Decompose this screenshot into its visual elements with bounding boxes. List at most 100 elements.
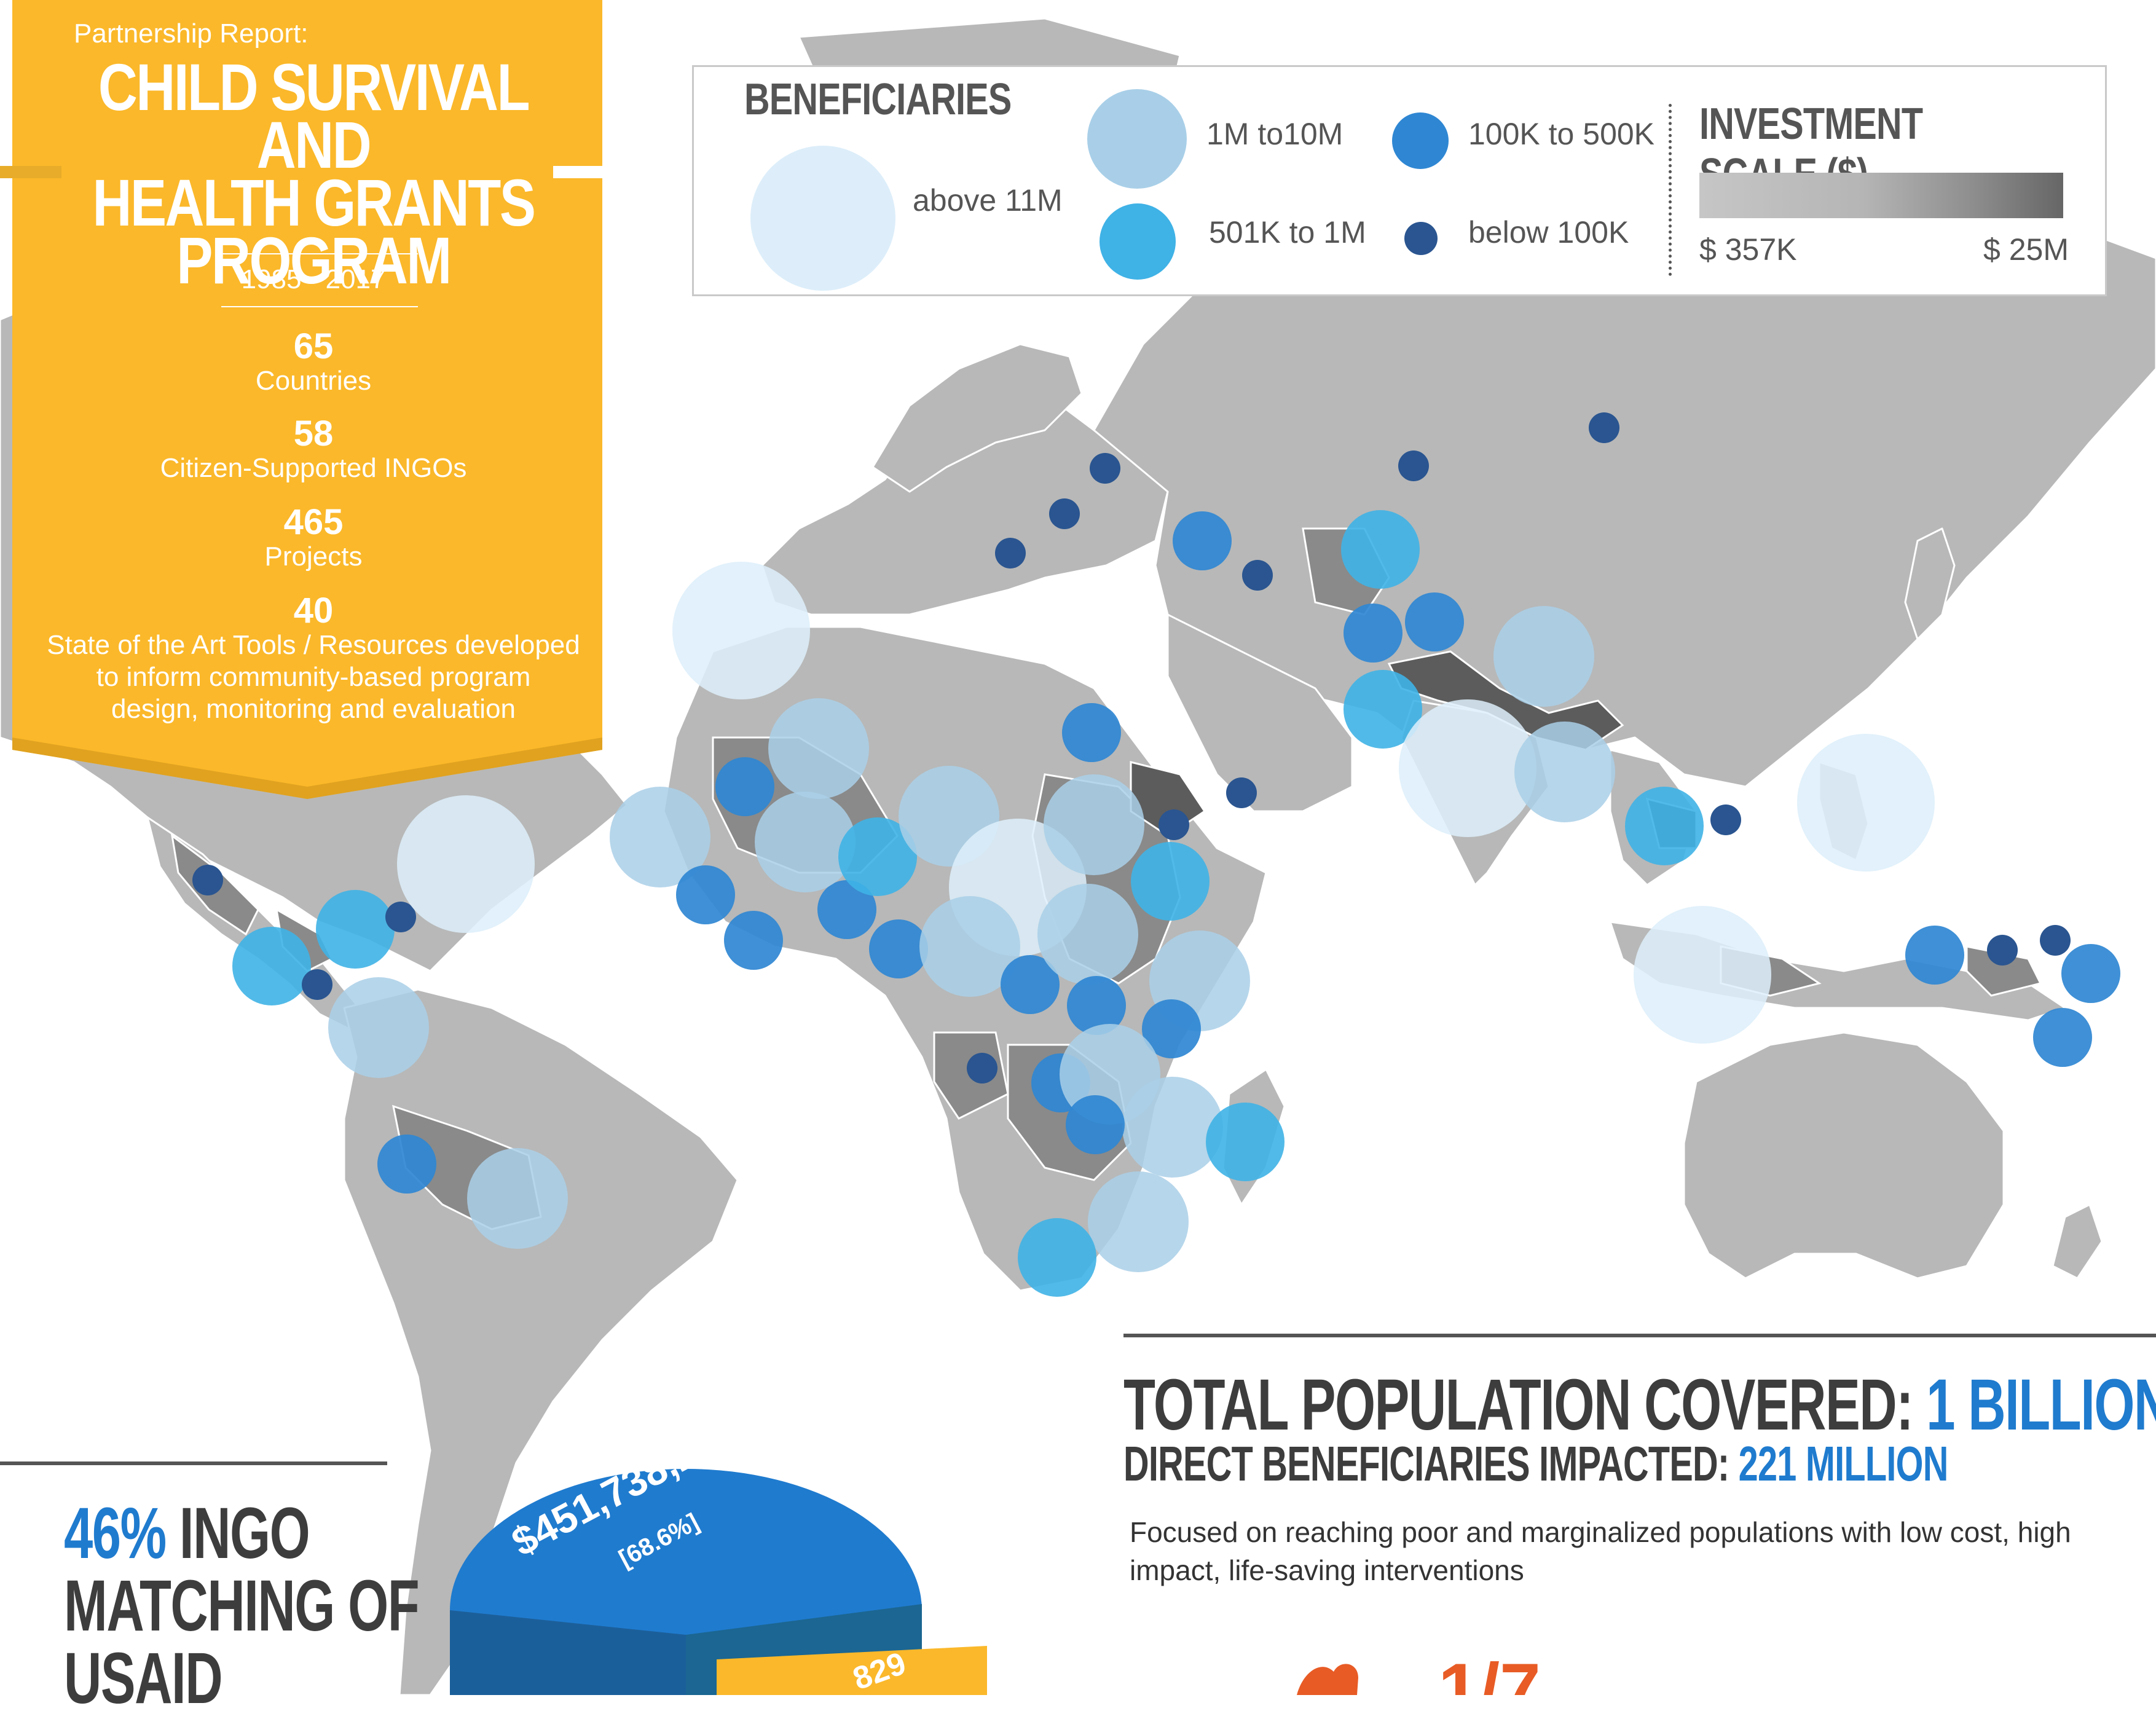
program-years: 1985 - 2017: [241, 264, 386, 294]
banner-shape: [0, 0, 602, 799]
matching-line: USAID: [64, 1638, 223, 1719]
beneficiary-marker-guinea: [676, 865, 735, 924]
beneficiary-marker-timor-leste: [1905, 926, 1964, 985]
beneficiary-markers: [192, 412, 2120, 1297]
stat-label: Citizen-Supported INGOs: [160, 453, 467, 483]
program-title-line: HEALTH GRANTS: [92, 165, 536, 240]
beneficiary-marker-india: [1399, 699, 1536, 837]
region-invest-png: [1965, 945, 2042, 997]
beneficiary-marker-philippines: [1797, 734, 1935, 871]
beneficiary-marker-nicaragua: [302, 969, 332, 1000]
beneficiary-marker-nepal: [1493, 606, 1594, 707]
scale-min-label: $ 357K: [1699, 232, 1797, 267]
land-scandinavia: [871, 343, 1083, 493]
program-banner: Partnership Report: CHILD SURVIVAL AND H…: [0, 0, 615, 805]
direct-beneficiaries-value: 221 MILLION: [1738, 1436, 1949, 1491]
beneficiary-marker-mexico: [192, 865, 223, 895]
direct-beneficiaries-heading: DIRECT BENEFICIARIES IMPACTED: 221 MILLI…: [1123, 1436, 1948, 1492]
beneficiary-marker-papua-new-guinea: [1987, 935, 2018, 966]
divider: [221, 253, 418, 254]
beneficiary-marker-yemen: [1226, 777, 1257, 808]
stat-label: State of the Art Tools / Resources devel…: [47, 630, 580, 660]
stat-countries: 65 Countries: [18, 328, 608, 397]
beneficiary-marker-bosnia: [995, 538, 1026, 568]
legend-circle-501k-1m: [1100, 203, 1176, 280]
stat-label: to inform community-based program: [96, 662, 531, 692]
beneficiary-marker-romania: [1049, 498, 1080, 529]
beneficiary-marker-russia: [1589, 412, 1619, 443]
stat-value: 65: [293, 326, 334, 366]
land-japan: [1904, 527, 1956, 640]
beneficiary-marker-nigeria: [715, 757, 774, 816]
beneficiary-marker-tanzania: [1142, 999, 1201, 1058]
beneficiary-marker-ukraine: [1090, 453, 1120, 484]
beneficiary-marker-uganda: [1037, 884, 1138, 985]
legend-label: 100K to 500K: [1468, 117, 1655, 151]
matching-line-rest: INGO: [179, 1493, 310, 1574]
beneficiary-marker-burkina-faso: [755, 792, 856, 892]
map-legend: BENEFICIARIES above 11M 1M to10M 501K to…: [692, 65, 2107, 296]
legend-label: above 11M: [913, 183, 1063, 218]
beneficiary-marker-afghanistan: [1344, 604, 1403, 663]
direct-beneficiaries-label: DIRECT BENEFICIARIES IMPACTED:: [1123, 1436, 1729, 1491]
stat-projects: 465 Projects: [18, 504, 608, 573]
divider: [0, 1461, 387, 1465]
stat-label: Countries: [255, 366, 372, 396]
legend-circle-100k-500k: [1392, 112, 1449, 169]
matching-line: 46% INGO: [64, 1497, 419, 1570]
beneficiary-marker-cambodia: [1625, 787, 1704, 865]
person-icon: [1297, 1664, 1358, 1695]
beneficiary-marker-pakistan: [1344, 670, 1422, 749]
program-title-line: PROGRAM: [176, 223, 452, 297]
matching-percent: 46%: [64, 1493, 167, 1574]
program-title-line: CHILD SURVIVAL AND: [98, 50, 530, 182]
beneficiary-marker-pacific-islands: [2061, 944, 2120, 1003]
stat-value: 58: [293, 414, 334, 454]
investment-scale-bar: [1699, 173, 2063, 218]
beneficiary-marker-guatemala: [232, 927, 311, 1005]
beneficiary-marker-uzbekistan: [1341, 510, 1420, 589]
legend-label: below 100K: [1468, 215, 1629, 250]
beneficiary-marker-eritrea: [1159, 809, 1189, 840]
matching-line: MATCHING OF: [64, 1565, 420, 1646]
beneficiary-marker-morocco: [672, 562, 810, 699]
stat-label: Projects: [264, 541, 363, 572]
divider: [221, 306, 418, 307]
beneficiary-marker-honduras: [316, 890, 395, 969]
beneficiary-marker-south-sudan: [1044, 774, 1144, 875]
beneficiary-marker-south-africa: [1088, 1171, 1189, 1272]
beneficiary-marker-haiti: [385, 902, 416, 932]
pie-slice-primary: [450, 1469, 922, 1635]
total-population-heading: TOTAL POPULATION COVERED: 1 BILLION +: [1123, 1363, 2156, 1447]
beneficiary-marker-liberia: [817, 880, 876, 939]
beneficiary-marker-tajikistan: [1405, 592, 1464, 651]
funding-pie: [450, 1469, 987, 1695]
beneficiary-marker-indonesia: [1634, 906, 1771, 1044]
teaser-number: 1/7: [1438, 1653, 1541, 1695]
total-population-label: TOTAL POPULATION COVERED:: [1123, 1364, 1914, 1446]
bottom-teaser: 1/7: [1297, 1653, 1541, 1695]
program-title: CHILD SURVIVAL AND HEALTH GRANTS PROGRAM: [71, 50, 555, 297]
divider: [1123, 1334, 2156, 1337]
stat-value: 40: [293, 591, 334, 631]
beneficiaries-title: BENEFICIARIES: [744, 75, 1012, 124]
legend-circle-1m-10m: [1087, 89, 1187, 189]
scale-max-label: $ 25M: [1983, 232, 2069, 267]
beneficiary-marker-dr-congo: [919, 896, 1020, 997]
beneficiary-marker-angola: [967, 1053, 997, 1084]
legend-label: 501K to 1M: [1209, 215, 1366, 250]
beneficiary-marker-solomon-islands: [2040, 925, 2071, 956]
stat-ingos: 58 Citizen-Supported INGOs: [18, 415, 608, 484]
beneficiary-marker-zimbabwe: [1066, 1095, 1125, 1154]
beneficiary-marker-senegal: [610, 787, 710, 887]
total-population-value: 1 BILLION +: [1926, 1364, 2156, 1446]
beneficiary-marker-sierra-leone: [724, 911, 783, 970]
beneficiary-marker-kazakhstan: [1398, 450, 1429, 481]
beneficiary-marker-rwanda: [1067, 976, 1126, 1035]
stat-value: 465: [283, 502, 344, 542]
beneficiary-marker-ethiopia: [1131, 842, 1210, 921]
legend-circle-above-11m: [750, 146, 895, 291]
beneficiary-marker-bangladesh: [1514, 722, 1615, 822]
beneficiary-marker-cameroon: [1062, 703, 1121, 762]
